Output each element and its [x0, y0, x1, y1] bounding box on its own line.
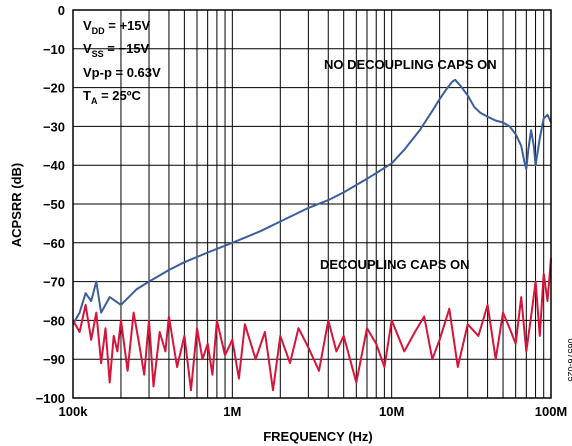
x-tick-label: 100M — [535, 404, 568, 419]
series-decoupling-caps-line — [72, 258, 552, 392]
condition-ta: TA = 25ºC — [83, 88, 141, 106]
plot-frame — [72, 9, 552, 399]
x-tick-label: 100k — [59, 404, 89, 419]
conditions-block: VDD = +15V VSS = −15V Vp-p = 0.63V TA = … — [83, 18, 161, 106]
x-tick-labels: 100k 1M 10M 100M — [59, 404, 568, 419]
data-series — [72, 78, 552, 392]
x-tick-label: 10M — [379, 404, 404, 419]
y-tick-label: −90 — [43, 352, 65, 367]
figure-id: 06576-025 — [566, 338, 572, 381]
y-tick-label: −40 — [43, 158, 65, 173]
x-axis-label: FREQUENCY (Hz) — [263, 429, 373, 444]
y-tick-label: −100 — [36, 391, 65, 406]
y-tick-label: 0 — [58, 3, 65, 18]
y-tick-label: −80 — [43, 313, 65, 328]
condition-vpp: Vp-p = 0.63V — [83, 65, 161, 80]
y-tick-label: −50 — [43, 197, 65, 212]
x-tick-label: 1M — [223, 404, 241, 419]
condition-vdd: VDD = +15V — [83, 18, 151, 36]
y-tick-label: −60 — [43, 236, 65, 251]
annotation-caps: DECOUPLING CAPS ON — [320, 257, 470, 272]
y-axis-label: ACPSRR (dB) — [9, 163, 24, 248]
y-tick-label: −70 — [43, 275, 65, 290]
series-no-decoupling-caps-line — [72, 78, 552, 325]
y-tick-label: −10 — [43, 42, 65, 57]
y-tick-label: −20 — [43, 81, 65, 96]
annotation-no-caps: NO DECOUPLING CAPS ON — [324, 57, 497, 72]
condition-vss: VSS = −15V — [83, 41, 150, 59]
y-tick-label: −30 — [43, 119, 65, 134]
y-tick-labels: 0 −10 −20 −30 −40 −50 −60 −70 −80 −90 −100 — [36, 3, 65, 406]
